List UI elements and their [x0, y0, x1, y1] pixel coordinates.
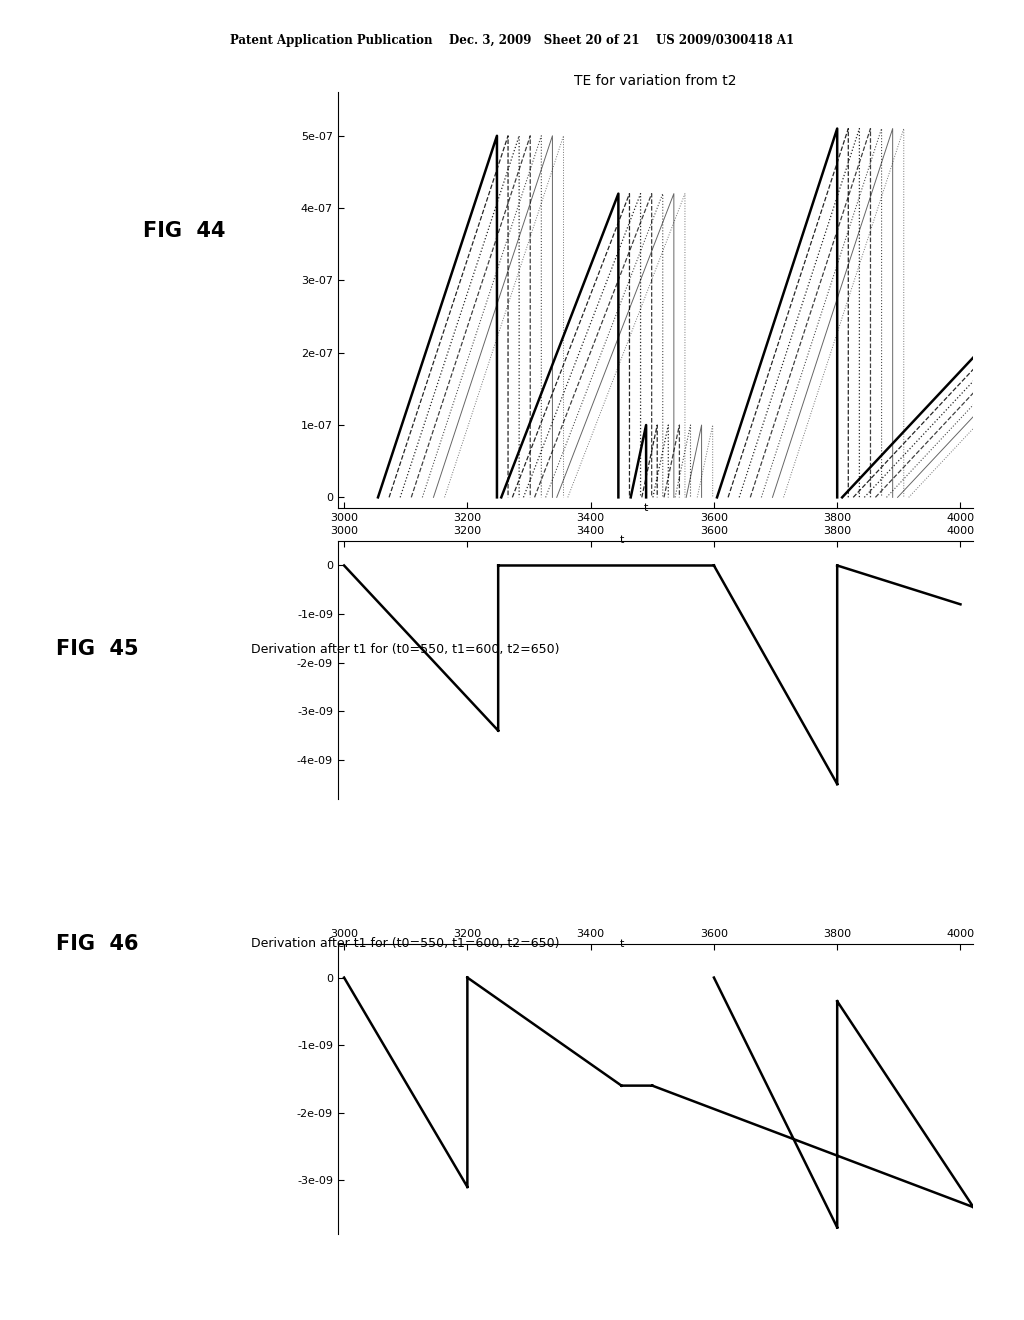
Text: FIG  45: FIG 45	[56, 639, 139, 660]
Title: TE for variation from t2: TE for variation from t2	[574, 74, 736, 88]
Text: FIG  46: FIG 46	[56, 933, 139, 954]
Text: t: t	[620, 939, 624, 949]
Text: Derivation after t1 for (t0=550, t1=600, t2=650): Derivation after t1 for (t0=550, t1=600,…	[251, 643, 559, 656]
Text: t: t	[644, 503, 648, 512]
Text: FIG  44: FIG 44	[143, 220, 226, 242]
Text: t: t	[620, 535, 624, 545]
Text: Patent Application Publication    Dec. 3, 2009   Sheet 20 of 21    US 2009/03004: Patent Application Publication Dec. 3, 2…	[230, 34, 794, 48]
Text: Derivation after t1 for (t0=550, t1=600, t2=650): Derivation after t1 for (t0=550, t1=600,…	[251, 937, 559, 950]
